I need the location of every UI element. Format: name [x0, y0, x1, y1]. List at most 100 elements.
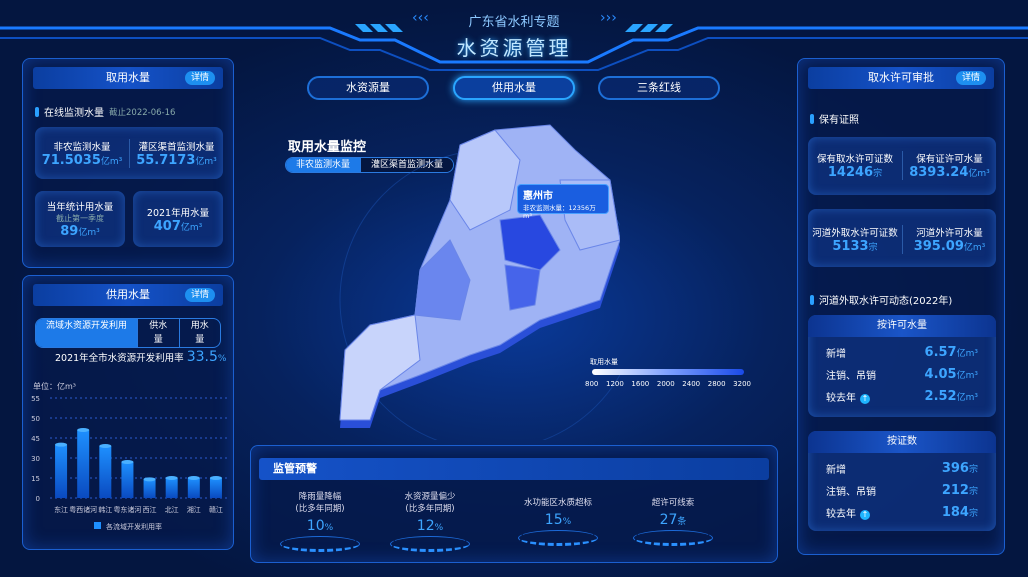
stat-label: 新增	[826, 461, 846, 476]
stat-number: 4.05	[924, 367, 957, 382]
legend-gradient[interactable]	[592, 369, 744, 375]
bar[interactable]	[121, 462, 134, 498]
legend-tick: 1200	[605, 380, 624, 388]
tooltip-label: 非农监测水量：	[523, 204, 569, 212]
stat-unit: 亿m³	[956, 393, 978, 403]
stat-unit: 宗	[968, 465, 978, 475]
year-2021-card: 2021年用水量 407亿m³	[133, 191, 223, 247]
nav-tab-supply-use[interactable]: 供用水量	[453, 76, 575, 100]
permit-panel: 取水许可审批 详情 保有证照 保有取水许可证数 14246宗 保有证许可水量 8393…	[797, 58, 1005, 555]
stat-number: 6.57	[924, 345, 957, 360]
nav-tab-red-lines[interactable]: 三条红线	[598, 76, 720, 100]
year-stat: 当年统计用水量 截止第一季度 89亿m³	[35, 199, 125, 239]
legend-label: 各流域开发利用率	[106, 522, 162, 531]
y-tick: 50	[31, 415, 40, 423]
bar-cap	[99, 444, 112, 448]
y-tick: 15	[31, 475, 40, 483]
by-volume-card: 按许可水量 新增 6.57亿m³ 注销、吊销 4.05亿m³ 较去年 ↑ 2.52亿m³	[808, 315, 996, 417]
x-tick: 粤西诸河	[69, 505, 97, 514]
warning-item[interactable]: 降雨量降幅 (比多年同期) 10%	[265, 490, 375, 552]
chart-unit-label: 单位：亿m³	[33, 382, 76, 391]
metric-label: 当年统计用水量	[46, 202, 114, 213]
detail-button[interactable]: 详情	[955, 71, 986, 85]
supply-tabs: 流域水资源开发利用 供水量 用水量	[35, 318, 221, 348]
stat-row: 较去年 ↑ 2.52亿m³	[826, 389, 978, 404]
stat-number: 184	[941, 505, 969, 520]
metric-unit: 宗	[873, 169, 883, 179]
arrow-up-icon: ↑	[860, 510, 870, 520]
stat-label: 较去年 ↑	[826, 505, 870, 520]
warning-item[interactable]: 水功能区水质超标 15%	[503, 496, 613, 546]
bar[interactable]	[77, 430, 90, 498]
metric-permit-count: 保有取水许可证数 14246宗	[808, 151, 902, 180]
map-region[interactable]	[339, 314, 421, 421]
metric-label: 灌区渠首监测水量	[138, 142, 215, 153]
bar[interactable]	[187, 478, 200, 498]
warning-item[interactable]: 水资源量偏少 (比多年同期) 12%	[375, 490, 485, 552]
map-region[interactable]	[449, 129, 521, 231]
bar-cap	[77, 428, 90, 432]
map-region[interactable]	[499, 214, 561, 271]
stat-label-text: 较去年	[826, 393, 856, 404]
bar[interactable]	[209, 478, 222, 498]
metric-offstream-volume: 河道外许可水量 395.09亿m³	[902, 225, 996, 254]
metric-unit: 宗	[868, 243, 878, 253]
warning-number: 10	[306, 518, 325, 534]
tab-supply[interactable]: 供水量	[138, 319, 180, 347]
warning-unit: 条	[677, 517, 687, 527]
panel-header: 取用水量 详情	[33, 67, 223, 89]
chevrons-left-icon: ‹‹‹	[412, 10, 429, 26]
warning-item[interactable]: 超许可线索 27条	[618, 496, 728, 546]
metric-value: 14246	[827, 165, 874, 180]
panel-title: 供用水量	[106, 288, 150, 301]
legend-tick: 2000	[656, 380, 675, 388]
tooltip-unit: 万m³	[523, 204, 596, 220]
map-region[interactable]	[414, 239, 471, 321]
metric-value: 407	[153, 219, 181, 234]
stat-row: 注销、吊销 4.05亿m³	[826, 367, 978, 382]
stat-label-text: 注销、吊销	[826, 371, 876, 382]
detail-button[interactable]: 详情	[184, 288, 215, 302]
warning-unit: %	[562, 517, 572, 527]
stat-label-text: 新增	[826, 349, 846, 360]
tooltip-city: 惠州市	[523, 191, 553, 202]
bar[interactable]	[143, 479, 156, 498]
bar[interactable]	[99, 446, 112, 498]
nav-tab-water-resources[interactable]: 水资源量	[307, 76, 429, 100]
tab-irrigation[interactable]: 灌区渠首监测水量	[361, 158, 454, 172]
tab-basin-development[interactable]: 流域水资源开发利用	[36, 319, 139, 347]
header-frame	[0, 24, 1028, 71]
stat-row: 新增 396宗	[826, 461, 978, 476]
section-marker	[35, 106, 39, 117]
section-title: 保有证照	[819, 115, 859, 126]
card-title: 按许可水量	[808, 315, 996, 337]
metric-label: 河道外许可水量	[916, 228, 983, 239]
stat-number: 396	[941, 461, 969, 476]
warning-number: 15	[544, 512, 563, 528]
tooltip-value: 非农监测水量：12356万m³	[523, 202, 603, 220]
tab-non-agri[interactable]: 非农监测水量	[286, 158, 362, 172]
bar[interactable]	[165, 478, 178, 498]
bar-cap	[143, 477, 156, 482]
dev-rate: 2021年全市水资源开发利用率 33.5%	[55, 349, 226, 365]
header-subtitle: 广东省水利专题	[468, 15, 560, 30]
metric-unit: 亿m³	[963, 243, 986, 253]
metric-offstream-count: 河道外取水许可证数 5133宗	[808, 225, 902, 254]
offstream-card: 河道外取水许可证数 5133宗 河道外许可水量 395.09亿m³	[808, 209, 996, 267]
by-count-card: 按证数 新增 396宗 注销、吊销 212宗 较去年 ↑ 184宗	[808, 431, 996, 531]
chevrons-right-icon: ›››	[600, 10, 617, 26]
legend-tick: 800	[585, 380, 599, 388]
tab-use[interactable]: 用水量	[190, 321, 209, 345]
metric-permit-volume: 保有证许可水量 8393.24亿m³	[902, 151, 996, 180]
stat-value: 4.05亿m³	[925, 367, 978, 382]
legend-tick: 1600	[631, 380, 650, 388]
metric-unit: 亿m³	[100, 157, 123, 167]
bar[interactable]	[55, 444, 68, 498]
map-tooltip: 惠州市 非农监测水量：12356万m³	[517, 184, 609, 220]
warning-label: 降雨量降幅	[298, 492, 342, 502]
map-region[interactable]	[504, 264, 541, 311]
detail-button[interactable]: 详情	[184, 71, 215, 85]
metric-value: 5133	[832, 239, 869, 254]
arrow-up-icon: ↑	[860, 394, 870, 404]
